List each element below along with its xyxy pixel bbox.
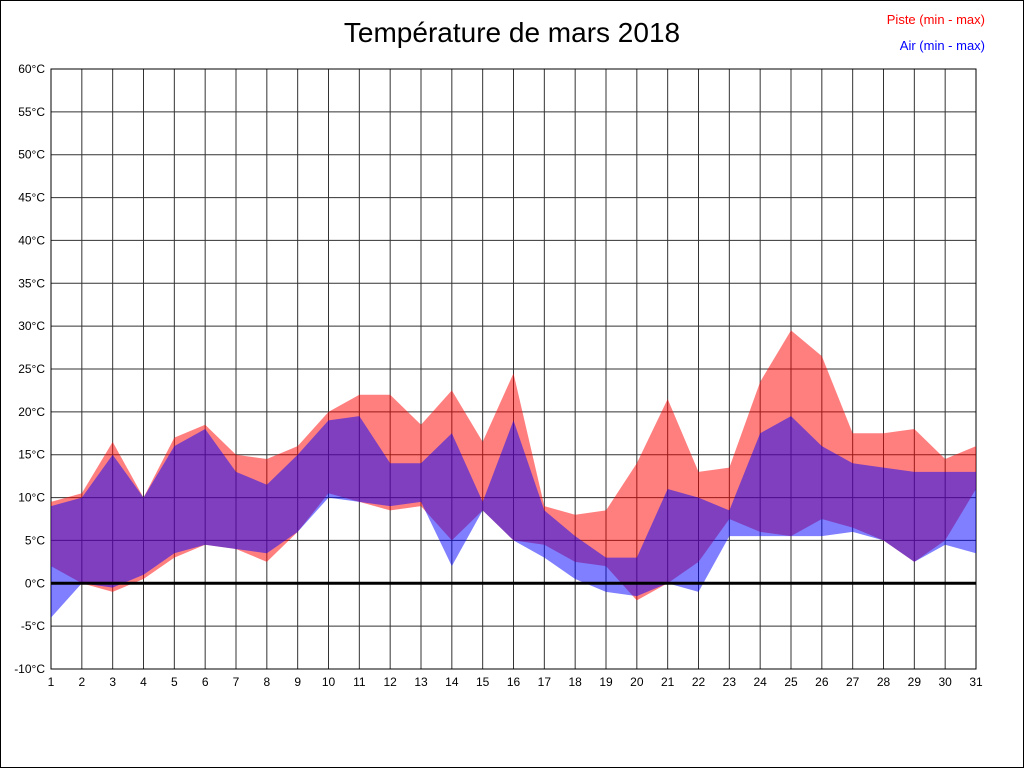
x-tick-label: 2 <box>78 675 85 689</box>
y-tick-label: 25°C <box>18 362 45 376</box>
x-tick-label: 16 <box>507 675 521 689</box>
x-tick-label: 13 <box>414 675 428 689</box>
air-band <box>51 416 976 618</box>
legend-item-piste: Piste (min - max) <box>886 12 985 27</box>
x-tick-label: 24 <box>753 675 767 689</box>
x-tick-label: 27 <box>846 675 860 689</box>
y-tick-label: 35°C <box>18 276 45 290</box>
x-tick-label: 14 <box>445 675 459 689</box>
x-tick-label: 29 <box>908 675 922 689</box>
y-tick-label: 20°C <box>18 405 45 419</box>
x-tick-label: 6 <box>202 675 209 689</box>
x-tick-label: 31 <box>969 675 983 689</box>
y-tick-label: 50°C <box>18 148 45 162</box>
y-tick-label: 60°C <box>18 62 45 76</box>
x-tick-label: 21 <box>661 675 675 689</box>
x-tick-label: 17 <box>538 675 552 689</box>
x-tick-label: 26 <box>815 675 829 689</box>
x-tick-label: 5 <box>171 675 178 689</box>
x-tick-label: 9 <box>294 675 301 689</box>
x-tick-label: 12 <box>383 675 397 689</box>
legend-item-air: Air (min - max) <box>899 38 985 53</box>
x-tick-label: 19 <box>599 675 613 689</box>
x-tick-label: 25 <box>784 675 798 689</box>
x-tick-label: 1 <box>48 675 55 689</box>
y-tick-label: 40°C <box>18 233 45 247</box>
y-tick-label: 55°C <box>18 105 45 119</box>
y-tick-label: -10°C <box>14 662 45 676</box>
y-tick-label: 45°C <box>18 191 45 205</box>
x-tick-label: 28 <box>877 675 891 689</box>
x-tick-label: 7 <box>233 675 240 689</box>
legend: Piste (min - max) Air (min - max) <box>887 7 985 59</box>
chart-title: Température de mars 2018 <box>343 17 681 48</box>
y-tick-label: -5°C <box>21 619 45 633</box>
x-tick-label: 30 <box>938 675 952 689</box>
x-tick-label: 8 <box>263 675 270 689</box>
x-tick-label: 22 <box>692 675 706 689</box>
x-tick-label: 23 <box>723 675 737 689</box>
y-tick-label: 0°C <box>25 576 45 590</box>
y-tick-label: 10°C <box>18 491 45 505</box>
x-tick-label: 10 <box>322 675 336 689</box>
x-tick-label: 4 <box>140 675 147 689</box>
x-tick-label: 15 <box>476 675 490 689</box>
y-tick-label: 30°C <box>18 319 45 333</box>
y-tick-label: 15°C <box>18 448 45 462</box>
y-tick-label: 5°C <box>25 533 45 547</box>
x-tick-label: 3 <box>109 675 116 689</box>
x-tick-label: 18 <box>568 675 582 689</box>
plot-border <box>50 68 977 670</box>
x-tick-label: 20 <box>630 675 644 689</box>
x-tick-label: 11 <box>353 675 366 689</box>
